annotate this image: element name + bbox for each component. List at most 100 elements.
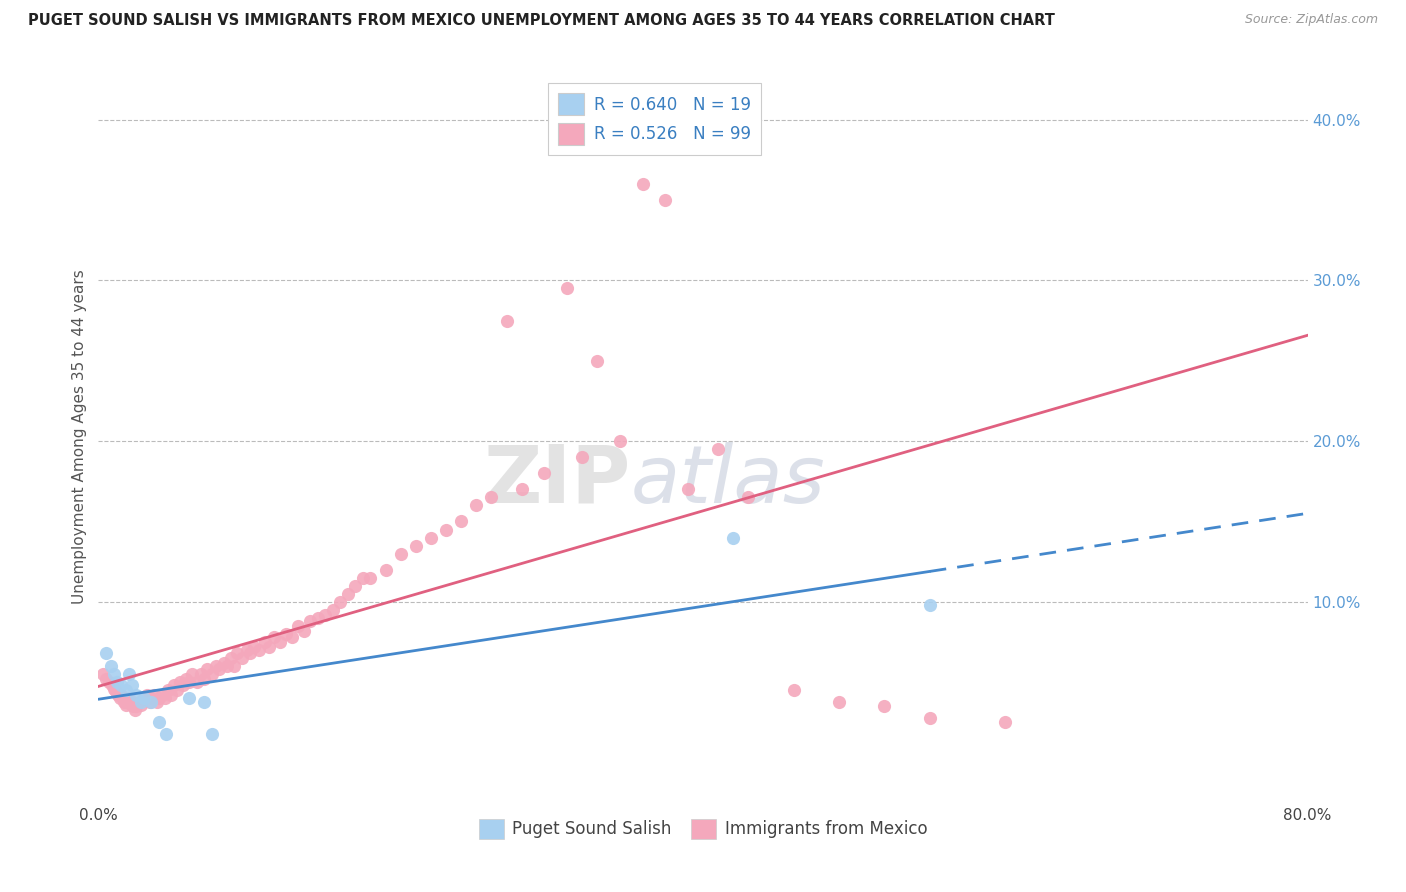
- Point: [94, 672, 117, 686]
- Point: [121, 678, 143, 692]
- Point: [118, 667, 141, 681]
- Point: [215, 659, 238, 673]
- Point: [465, 499, 488, 513]
- Point: [141, 691, 163, 706]
- Point: [450, 515, 472, 529]
- Point: [146, 694, 169, 708]
- Point: [253, 635, 276, 649]
- Point: [174, 672, 197, 686]
- Point: [103, 667, 125, 681]
- Point: [111, 691, 134, 706]
- Point: [100, 659, 122, 673]
- Point: [723, 531, 745, 545]
- Point: [103, 681, 125, 696]
- Point: [129, 694, 152, 708]
- Point: [121, 698, 143, 712]
- Point: [336, 587, 359, 601]
- Point: [120, 694, 142, 708]
- Point: [609, 434, 631, 449]
- Point: [307, 611, 329, 625]
- Point: [201, 667, 224, 681]
- Point: [344, 579, 367, 593]
- Point: [115, 694, 138, 708]
- Point: [322, 603, 344, 617]
- Y-axis label: Unemployment Among Ages 35 to 44 years: Unemployment Among Ages 35 to 44 years: [72, 269, 87, 605]
- Point: [125, 699, 148, 714]
- Point: [107, 688, 129, 702]
- Point: [352, 571, 374, 585]
- Point: [179, 675, 201, 690]
- Point: [292, 624, 315, 638]
- Point: [128, 694, 150, 708]
- Point: [150, 688, 173, 702]
- Text: Source: ZipAtlas.com: Source: ZipAtlas.com: [1244, 13, 1378, 27]
- Point: [132, 691, 155, 706]
- Point: [179, 691, 201, 706]
- Point: [287, 619, 309, 633]
- Point: [586, 353, 609, 368]
- Point: [156, 683, 179, 698]
- Point: [205, 659, 228, 673]
- Point: [155, 727, 177, 741]
- Point: [654, 193, 676, 207]
- Point: [707, 442, 730, 457]
- Legend: Puget Sound Salish, Immigrants from Mexico: Puget Sound Salish, Immigrants from Mexi…: [472, 812, 934, 846]
- Point: [231, 651, 253, 665]
- Point: [434, 523, 457, 537]
- Point: [110, 678, 132, 692]
- Point: [676, 483, 699, 497]
- Point: [783, 683, 806, 698]
- Point: [360, 571, 382, 585]
- Point: [132, 691, 155, 706]
- Point: [148, 715, 170, 730]
- Point: [221, 651, 243, 665]
- Point: [101, 678, 124, 692]
- Point: [122, 699, 145, 714]
- Point: [631, 177, 654, 191]
- Text: PUGET SOUND SALISH VS IMMIGRANTS FROM MEXICO UNEMPLOYMENT AMONG AGES 35 TO 44 YE: PUGET SOUND SALISH VS IMMIGRANTS FROM ME…: [28, 13, 1054, 29]
- Point: [281, 630, 304, 644]
- Point: [239, 646, 262, 660]
- Point: [112, 694, 135, 708]
- Point: [148, 691, 170, 706]
- Point: [918, 598, 941, 612]
- Point: [374, 563, 396, 577]
- Point: [172, 678, 194, 692]
- Point: [105, 686, 128, 700]
- Text: ZIP: ZIP: [484, 442, 630, 520]
- Point: [104, 683, 127, 698]
- Point: [873, 699, 896, 714]
- Point: [181, 667, 204, 681]
- Point: [94, 646, 117, 660]
- Point: [257, 640, 280, 654]
- Point: [994, 715, 1017, 730]
- Point: [481, 491, 503, 505]
- Point: [571, 450, 593, 465]
- Point: [186, 675, 208, 690]
- Point: [201, 727, 224, 741]
- Point: [141, 694, 163, 708]
- Point: [193, 672, 215, 686]
- Point: [195, 662, 218, 676]
- Point: [405, 539, 427, 553]
- Point: [533, 467, 555, 481]
- Point: [139, 694, 162, 708]
- Point: [420, 531, 443, 545]
- Point: [299, 614, 322, 628]
- Point: [190, 667, 212, 681]
- Point: [169, 675, 191, 690]
- Point: [129, 698, 152, 712]
- Point: [124, 702, 146, 716]
- Point: [495, 313, 517, 327]
- Point: [163, 678, 186, 692]
- Point: [110, 688, 132, 702]
- Point: [212, 656, 235, 670]
- Point: [208, 662, 231, 676]
- Point: [247, 643, 270, 657]
- Point: [235, 643, 257, 657]
- Point: [269, 635, 291, 649]
- Point: [226, 646, 249, 660]
- Point: [114, 698, 136, 712]
- Point: [263, 630, 285, 644]
- Point: [314, 607, 336, 622]
